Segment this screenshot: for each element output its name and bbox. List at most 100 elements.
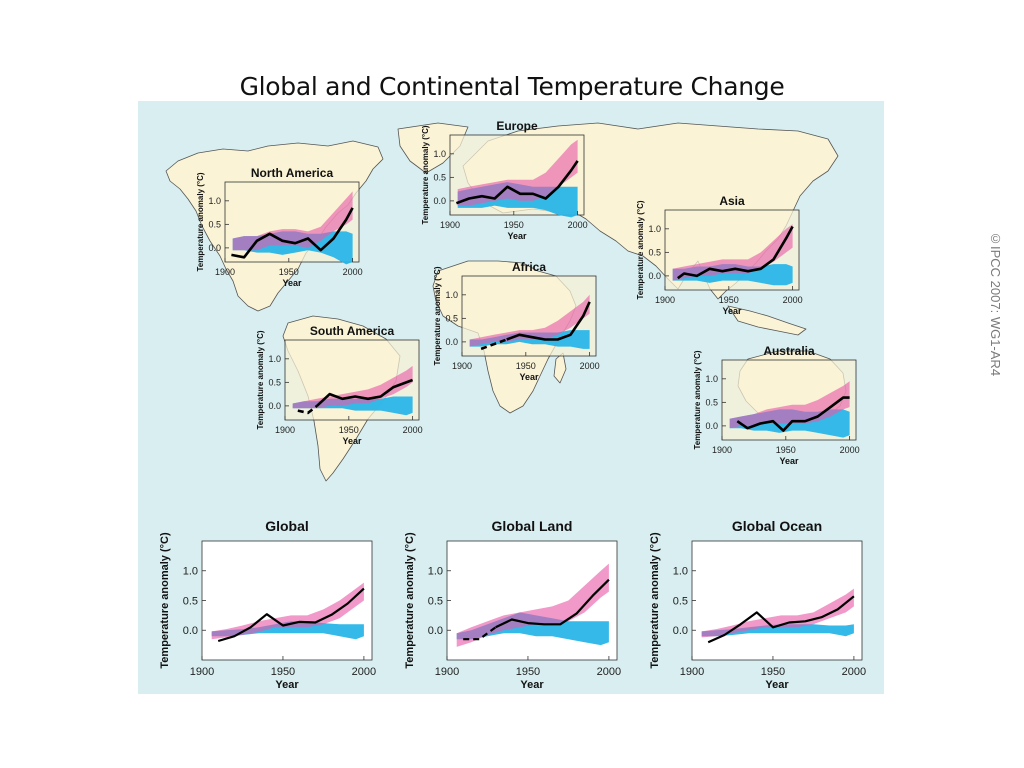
x-tick-label: 1950 (339, 425, 359, 435)
y-tick-label: 1.0 (208, 196, 221, 206)
y-tick-label: 1.0 (445, 290, 458, 300)
y-tick-label: 1.0 (428, 566, 443, 578)
y-tick-label: 0.5 (183, 595, 198, 607)
chart-title: Africa (512, 260, 546, 274)
y-tick-label: 1.0 (433, 149, 446, 159)
x-tick-label: 1950 (516, 666, 540, 678)
x-tick-label: 1900 (680, 666, 704, 678)
y-tick-label: 0.5 (268, 378, 281, 388)
copyright-credit: ©IPCC 2007: WG1-AR4 (988, 231, 1003, 377)
y-tick-label: 0.0 (705, 421, 718, 431)
y-tick-label: 0.0 (183, 625, 198, 637)
x-tick-label: 1950 (719, 295, 739, 305)
x-axis-label: Year (342, 436, 362, 446)
chart-asia: Asia 0.0 0.5 1.0 1900 1950 2000 Year Temperature… (636, 194, 803, 316)
natural-forcing-band (456, 612, 609, 646)
x-tick-label: 2000 (842, 666, 866, 678)
y-axis-label: Temperature anomaly (°C) (693, 350, 702, 449)
observed-line (231, 207, 354, 259)
observed-line (495, 578, 610, 629)
y-tick-label: 1.0 (183, 566, 198, 578)
y-axis-label: Temperature anomaly (°C) (649, 532, 661, 669)
x-tick-label: 1950 (271, 666, 295, 678)
y-tick-label: 0.0 (445, 337, 458, 347)
x-tick-label: 2000 (343, 267, 363, 277)
x-tick-label: 2000 (783, 295, 803, 305)
chart-title: South America (310, 324, 395, 338)
y-tick-label: 0.0 (648, 271, 661, 281)
x-axis-label: Year (520, 679, 544, 691)
observed-line (316, 378, 414, 407)
y-tick-label: 0.5 (445, 314, 458, 324)
x-axis-label: Year (779, 456, 799, 466)
chart-title: Australia (763, 344, 815, 358)
chart-north-america: North America 0.0 0.5 1.0 1900 1950 2000 Year Te… (196, 166, 363, 288)
y-tick-label: 0.0 (208, 243, 221, 253)
y-axis-label: Temperature anomaly (°C) (636, 200, 645, 299)
y-tick-label: 0.0 (428, 625, 443, 637)
natural-forcing-band (211, 621, 364, 640)
y-tick-label: 1.0 (648, 224, 661, 234)
all-forcings-band (211, 582, 364, 640)
chart-south-america: South America 0.0 0.5 1.0 1900 1950 2000 Year Te… (256, 324, 423, 446)
chart-global-ocean: Global Ocean 0.0 0.5 1.0 1900 1950 2000 Year Tem… (649, 518, 866, 691)
y-tick-label: 1.0 (268, 354, 281, 364)
y-axis-label: Temperature anomaly (°C) (159, 532, 171, 669)
x-axis-label: Year (722, 306, 742, 316)
x-axis-label: Year (507, 231, 527, 241)
x-axis-label: Year (282, 278, 302, 288)
chart-title: Global (265, 518, 309, 534)
y-tick-label: 0.0 (673, 625, 688, 637)
x-axis-label: Year (275, 679, 299, 691)
y-tick-label: 1.0 (705, 374, 718, 384)
all-forcings-band (457, 139, 578, 206)
all-forcings-band (456, 563, 609, 647)
y-tick-label: 0.5 (648, 248, 661, 258)
x-tick-label: 1900 (435, 666, 459, 678)
chart-title: Global Land (492, 518, 573, 534)
southeast-asia-islands (727, 305, 807, 336)
x-tick-label: 1900 (190, 666, 214, 678)
y-axis-label: Temperature anomaly (°C) (433, 266, 442, 365)
x-tick-label: 2000 (597, 666, 621, 678)
x-tick-label: 1900 (275, 425, 295, 435)
y-axis-label: Temperature anomaly (°C) (256, 330, 265, 429)
y-tick-label: 0.5 (705, 398, 718, 408)
chart-australia: Australia 0.0 0.5 1.0 1900 1950 2000 Year Temper… (693, 344, 860, 466)
x-tick-label: 2000 (568, 220, 588, 230)
chart-africa: Africa 0.0 0.5 1.0 1900 1950 2000 Year Temperatu… (433, 260, 600, 382)
x-tick-label: 2000 (403, 425, 423, 435)
natural-forcing-band (701, 624, 854, 637)
y-axis-label: Temperature anomaly (°C) (196, 172, 205, 271)
all-forcings-band (232, 191, 353, 251)
x-tick-label: 2000 (352, 666, 376, 678)
x-axis-label: Year (519, 372, 539, 382)
chart-europe: Europe 0.0 0.5 1.0 1900 1950 2000 Year Temperatu… (421, 119, 588, 241)
all-forcings-band (469, 294, 590, 347)
x-tick-label: 1900 (655, 295, 675, 305)
observed-line (455, 160, 579, 205)
chart-title: Europe (496, 119, 538, 133)
x-tick-label: 1900 (215, 267, 235, 277)
observed-line (707, 595, 855, 644)
y-tick-label: 0.5 (208, 220, 221, 230)
observed-line (217, 587, 365, 643)
y-tick-label: 1.0 (673, 566, 688, 578)
x-tick-label: 1900 (440, 220, 460, 230)
x-tick-label: 1950 (761, 666, 785, 678)
x-axis-label: Year (765, 679, 789, 691)
x-tick-label: 1950 (776, 445, 796, 455)
y-tick-label: 0.5 (673, 595, 688, 607)
chart-title: Global Ocean (732, 518, 822, 534)
observed-line (677, 225, 794, 280)
x-tick-label: 2000 (580, 361, 600, 371)
all-forcings-band (292, 365, 413, 409)
y-axis-label: Temperature anomaly (°C) (404, 532, 416, 669)
observed-line (506, 301, 591, 341)
observed-line (736, 396, 850, 432)
observed-line-dashed (480, 338, 508, 351)
y-tick-label: 0.5 (428, 595, 443, 607)
x-tick-label: 2000 (840, 445, 860, 455)
x-tick-label: 1900 (452, 361, 472, 371)
y-tick-label: 0.5 (433, 173, 446, 183)
